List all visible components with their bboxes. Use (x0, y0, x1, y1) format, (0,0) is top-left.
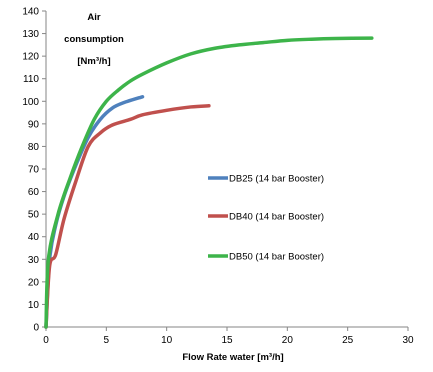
series-layer (44, 36, 374, 329)
legend-label-3: DB50 (14 bar Booster) (229, 252, 324, 263)
y-tick-label: 120 (22, 52, 39, 63)
y-tick-label: 0 (33, 323, 39, 334)
legend-label-1: DB25 (14 bar Booster) (229, 174, 324, 185)
y-tick-label: 110 (23, 74, 39, 85)
y-tick-label: 20 (28, 277, 40, 288)
x-axis-title: Flow Rate water [m³/h] (182, 352, 283, 363)
y-tick-label: 40 (28, 232, 40, 243)
x-tick-label: 10 (161, 335, 173, 346)
legend-label-2: DB40 (14 bar Booster) (229, 212, 324, 223)
y-tick-label: 80 (28, 142, 40, 153)
y-tick-label: 60 (28, 187, 40, 198)
y-tick-label: 140 (22, 7, 39, 18)
y-tick-label: 100 (22, 97, 39, 108)
axes: 0 10 20 30 40 50 60 70 80 90 100 110 120 130 140 0 5 10 15… (22, 7, 414, 347)
x-tick-label: 20 (282, 335, 294, 346)
x-tick-label: 25 (342, 335, 354, 346)
y-axis-title-line: Air (87, 12, 101, 23)
y-tick-label: 30 (28, 255, 40, 266)
legend: DB25 (14 bar Booster) DB40 (14 bar Booste… (208, 174, 324, 263)
x-tick-label: 30 (402, 335, 414, 346)
series-line-2 (44, 104, 211, 329)
x-tick-label: 15 (221, 335, 233, 346)
y-axis-title: Air consumption [Nm³/h] (64, 12, 124, 67)
y-axis-title-line: [Nm³/h] (77, 56, 110, 67)
y-tick-label: 50 (28, 210, 40, 221)
y-axis-title-line: consumption (64, 34, 124, 45)
y-tick-label: 130 (22, 29, 39, 40)
y-tick-label: 10 (28, 300, 40, 311)
x-tick-label: 0 (43, 335, 49, 346)
y-tick-label: 70 (28, 165, 40, 176)
y-tick-label: 90 (28, 119, 40, 130)
x-tick-label: 5 (104, 335, 110, 346)
series-line-3 (44, 36, 374, 329)
